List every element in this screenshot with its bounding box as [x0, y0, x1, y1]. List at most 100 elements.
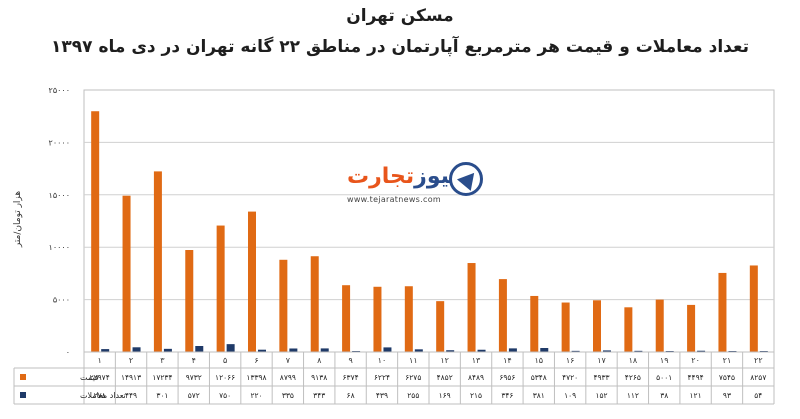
bar-transactions	[383, 347, 392, 352]
x-tick-label: ۱۲	[440, 356, 449, 365]
data-label-transactions: ۲۲۰	[250, 391, 262, 400]
bar-transactions	[477, 349, 486, 352]
data-label-price: ۴۸۵۲	[437, 373, 453, 382]
logo-url: www.tejaratnews.com	[347, 195, 441, 204]
logo-wordmark: نیوزتجارت	[347, 164, 458, 189]
bar-price	[91, 111, 100, 352]
bar-transactions	[634, 350, 643, 352]
x-tick-label: ۱۳	[472, 356, 481, 365]
data-label-transactions: ۱۵۲	[595, 391, 607, 400]
legend-label-transactions: تعداد معاملات	[80, 391, 126, 400]
bar-price	[718, 272, 727, 352]
bar-price	[185, 250, 194, 352]
x-tick-label: ۱۴	[503, 356, 512, 365]
data-label-transactions: ۱۰۹	[564, 391, 576, 400]
y-tick-label: ۵۰۰۰	[53, 296, 70, 305]
data-label-price: ۷۵۴۵	[719, 373, 735, 382]
y-tick-label: ۱۵۰۰۰	[49, 191, 70, 200]
bar-price	[624, 307, 633, 352]
bar-price	[530, 295, 539, 352]
x-tick-label: ۵	[223, 356, 227, 365]
x-tick-label: ۱۸	[629, 356, 638, 365]
data-label-price: ۴۴۹۴	[688, 373, 704, 382]
y-tick-label: ۱۰۰۰۰	[49, 243, 70, 252]
data-label-transactions: ۴۴۹	[125, 391, 137, 400]
bar-price	[310, 256, 319, 352]
x-tick-label: ۱۰	[378, 356, 387, 365]
x-tick-label: ۱۹	[660, 356, 669, 365]
x-tick-label: ۱۶	[566, 356, 575, 365]
data-label-price: ۱۴۹۱۳	[121, 373, 141, 382]
bar-price	[436, 301, 445, 352]
data-label-price: ۴۷۲۰	[562, 373, 578, 382]
data-label-price: ۶۳۷۴	[343, 373, 359, 382]
bar-price	[498, 279, 507, 352]
data-label-transactions: ۳۸	[660, 391, 668, 400]
data-label-price: ۸۲۵۷	[750, 373, 766, 382]
data-label-transactions: ۶۸	[347, 391, 355, 400]
bar-price	[279, 259, 288, 352]
bar-price	[655, 299, 664, 352]
data-label-price: ۵۳۴۸	[531, 373, 547, 382]
data-label-transactions: ۳۳۵	[282, 391, 294, 400]
data-label-price: ۸۴۸۹	[468, 373, 484, 382]
data-label-transactions: ۳۸۱	[533, 391, 545, 400]
bar-transactions	[195, 346, 204, 352]
bar-price	[749, 265, 758, 352]
bar-price	[216, 225, 225, 352]
data-label-price: ۶۲۷۵	[405, 373, 421, 382]
watermark-logo: نیوزتجارت www.tejaratnews.com	[345, 162, 485, 208]
data-label-price: ۹۱۳۸	[311, 373, 327, 382]
bar-price	[467, 263, 476, 352]
bar-transactions	[226, 344, 235, 352]
x-tick-label: ۹	[348, 356, 352, 365]
data-label-price: ۶۲۲۴	[374, 373, 390, 382]
bar-transactions	[132, 347, 141, 352]
x-tick-label: ۸	[317, 356, 322, 365]
data-label-transactions: ۷۵۰	[219, 391, 231, 400]
data-label-transactions: ۳۰۱	[156, 391, 168, 400]
bar-price	[561, 302, 570, 352]
bar-price	[687, 304, 696, 352]
x-tick-label: ۲۱	[723, 356, 732, 365]
y-tick-label: ۲۵۰۰۰	[49, 86, 70, 95]
bar-transactions	[446, 350, 455, 352]
data-label-transactions: ۲۵۵	[407, 391, 419, 400]
data-label-price: ۹۷۳۲	[186, 373, 202, 382]
x-tick-label: ۱۵	[534, 356, 543, 365]
y-tick-label: ۲۰۰۰۰	[49, 138, 70, 147]
data-label-price: ۱۳۳۹۸	[246, 373, 266, 382]
data-label-transactions: ۹۳	[723, 391, 731, 400]
data-label-transactions: ۵۴	[754, 391, 762, 400]
x-tick-label: ۴	[192, 356, 196, 365]
data-label-price: ۵۰۰۱	[656, 373, 672, 382]
x-tick-label: ۷	[286, 356, 291, 365]
x-tick-label: ۶	[254, 356, 258, 365]
x-tick-label: ۳	[160, 356, 165, 365]
x-tick-label: ۱۱	[409, 356, 418, 365]
y-tick-label: ۰	[66, 348, 70, 357]
bar-price	[404, 286, 413, 352]
data-label-transactions: ۱۲۱	[690, 391, 702, 400]
x-tick-label: ۱	[98, 356, 102, 365]
logo-arrow-icon	[449, 162, 483, 196]
legend-swatch-price	[20, 374, 26, 380]
bar-transactions	[603, 350, 611, 352]
data-label-price: ۸۷۹۹	[280, 373, 296, 382]
x-tick-label: ۲	[129, 356, 133, 365]
logo-word-tejarat: تجارت	[347, 164, 415, 189]
data-label-transactions: ۵۷۲	[188, 391, 200, 400]
bar-price	[248, 211, 256, 352]
bar-transactions	[508, 348, 517, 352]
bar-transactions	[258, 349, 266, 352]
data-label-transactions: ۳۴۳	[313, 391, 325, 400]
data-label-price: ۶۹۵۶	[499, 373, 515, 382]
bar-transactions	[320, 348, 329, 352]
data-label-transactions: ۱۶۹	[439, 391, 451, 400]
data-label-transactions: ۲۱۵	[470, 391, 482, 400]
chart-subtitle: تعداد معاملات و قیمت هر مترمربع آپارتمان…	[51, 37, 749, 57]
data-label-price: ۴۲۶۵	[625, 373, 641, 382]
bar-transactions	[414, 349, 423, 352]
data-label-price: ۱۲۰۶۶	[215, 373, 235, 382]
bar-price	[593, 300, 601, 352]
